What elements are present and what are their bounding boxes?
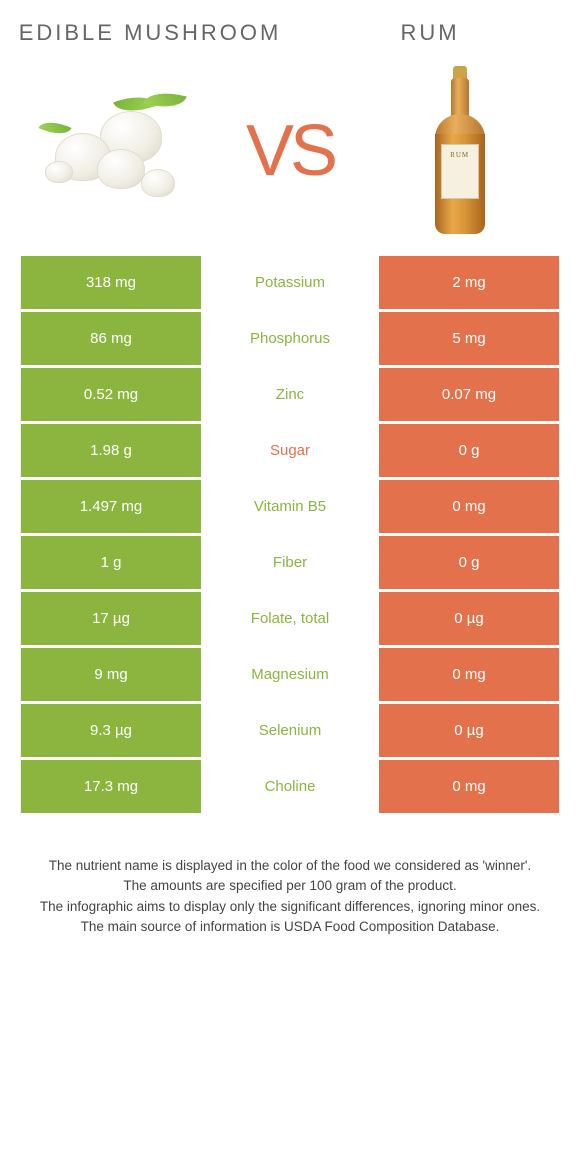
left-value-cell: 1.497 mg — [21, 480, 201, 533]
right-value-cell: 0 µg — [379, 704, 559, 757]
nutrient-name-cell: Phosphorus — [201, 312, 379, 365]
table-row: 318 mgPotassium2 mg — [21, 256, 559, 312]
left-value-cell: 318 mg — [21, 256, 201, 309]
table-row: 86 mgPhosphorus5 mg — [21, 312, 559, 368]
nutrient-name-cell: Potassium — [201, 256, 379, 309]
left-value-cell: 1.98 g — [21, 424, 201, 477]
left-value-cell: 9 mg — [21, 648, 201, 701]
table-row: 1 gFiber0 g — [21, 536, 559, 592]
left-value-cell: 9.3 µg — [21, 704, 201, 757]
right-value-cell: 0 µg — [379, 592, 559, 645]
right-value-cell: 0 g — [379, 536, 559, 589]
mushroom-illustration — [45, 76, 195, 226]
table-row: 9 mgMagnesium0 mg — [21, 648, 559, 704]
nutrient-table: 318 mgPotassium2 mg86 mgPhosphorus5 mg0.… — [20, 256, 560, 816]
right-value-cell: 2 mg — [379, 256, 559, 309]
left-value-cell: 0.52 mg — [21, 368, 201, 421]
nutrient-name-cell: Zinc — [201, 368, 379, 421]
nutrient-name-cell: Choline — [201, 760, 379, 813]
left-food-title: Edible mushroom — [10, 20, 290, 46]
bottle-label-text: RUM — [441, 144, 479, 199]
footer-line: The infographic aims to display only the… — [30, 897, 550, 917]
table-row: 1.497 mgVitamin B50 mg — [21, 480, 559, 536]
footer-notes: The nutrient name is displayed in the co… — [30, 856, 550, 937]
right-value-cell: 0.07 mg — [379, 368, 559, 421]
table-row: 1.98 gSugar0 g — [21, 424, 559, 480]
nutrient-name-cell: Vitamin B5 — [201, 480, 379, 533]
left-value-cell: 1 g — [21, 536, 201, 589]
right-value-cell: 0 mg — [379, 760, 559, 813]
images-row: VS RUM — [0, 56, 580, 256]
right-value-cell: 0 g — [379, 424, 559, 477]
nutrient-name-cell: Selenium — [201, 704, 379, 757]
left-value-cell: 86 mg — [21, 312, 201, 365]
right-value-cell: 5 mg — [379, 312, 559, 365]
footer-line: The main source of information is USDA F… — [30, 917, 550, 937]
footer-line: The nutrient name is displayed in the co… — [30, 856, 550, 876]
nutrient-name-cell: Magnesium — [201, 648, 379, 701]
left-value-cell: 17.3 mg — [21, 760, 201, 813]
right-value-cell: 0 mg — [379, 480, 559, 533]
right-food-title: Rum — [290, 20, 570, 46]
table-row: 17 µgFolate, total0 µg — [21, 592, 559, 648]
nutrient-name-cell: Fiber — [201, 536, 379, 589]
rum-bottle-illustration: RUM — [385, 76, 535, 226]
left-value-cell: 17 µg — [21, 592, 201, 645]
right-value-cell: 0 mg — [379, 648, 559, 701]
vs-label: VS — [246, 110, 334, 192]
table-row: 0.52 mgZinc0.07 mg — [21, 368, 559, 424]
header: Edible mushroom Rum — [0, 0, 580, 56]
footer-line: The amounts are specified per 100 gram o… — [30, 876, 550, 896]
nutrient-name-cell: Folate, total — [201, 592, 379, 645]
nutrient-name-cell: Sugar — [201, 424, 379, 477]
table-row: 9.3 µgSelenium0 µg — [21, 704, 559, 760]
table-row: 17.3 mgCholine0 mg — [21, 760, 559, 816]
